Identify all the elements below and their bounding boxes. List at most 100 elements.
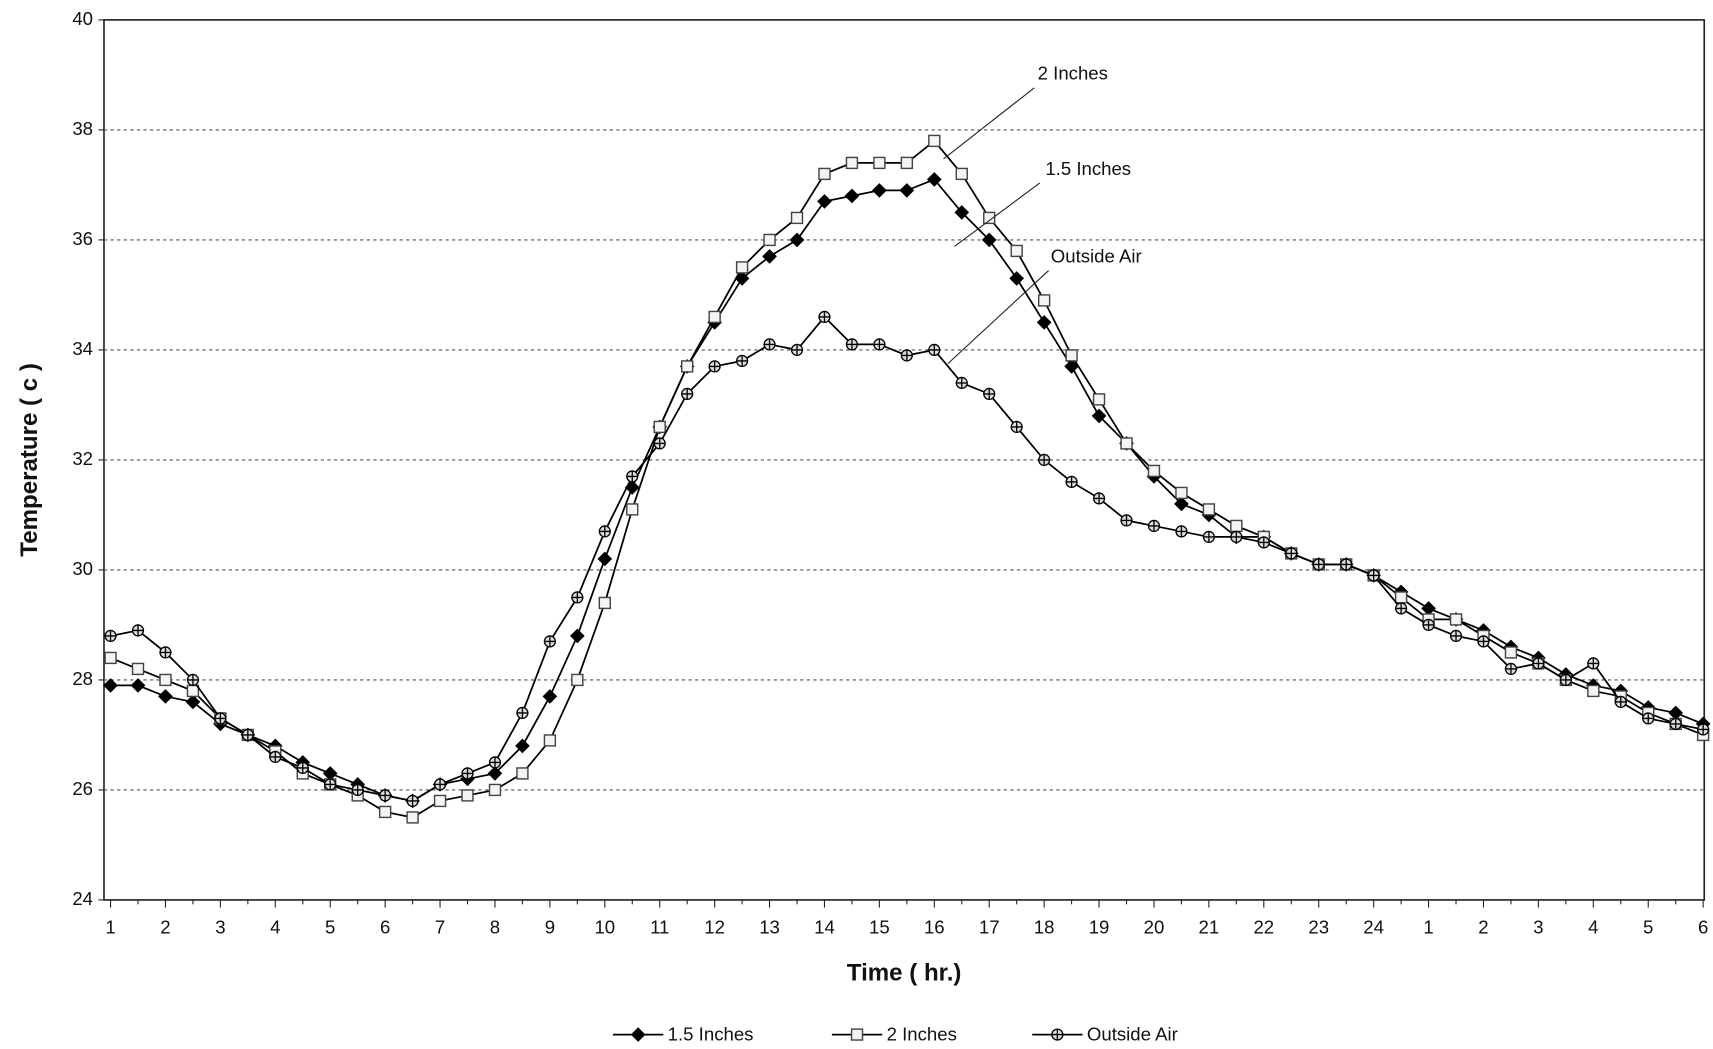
legend-marker xyxy=(632,1028,645,1041)
annotation: 2 Inches xyxy=(1038,63,1108,84)
data-point xyxy=(1396,603,1407,614)
data-point xyxy=(517,707,528,718)
series-line xyxy=(111,141,1704,818)
x-tick-label: 2 xyxy=(160,916,170,937)
data-point xyxy=(1039,454,1050,465)
data-point xyxy=(544,735,555,746)
data-point xyxy=(1258,537,1269,548)
data-point xyxy=(1149,520,1160,531)
data-point xyxy=(929,344,940,355)
legend-item: 1.5 Inches xyxy=(613,1024,754,1045)
data-point xyxy=(1505,647,1516,658)
data-point xyxy=(873,184,886,197)
data-point xyxy=(956,168,967,179)
legend-text: 2 Inches xyxy=(887,1024,957,1045)
data-point xyxy=(543,690,556,703)
x-tick-label: 14 xyxy=(814,916,835,937)
data-point xyxy=(407,812,418,823)
data-point xyxy=(462,768,473,779)
x-tick-label: 7 xyxy=(435,916,445,937)
data-point xyxy=(105,652,116,663)
data-point xyxy=(682,361,693,372)
data-point xyxy=(599,597,610,608)
data-point xyxy=(1039,295,1050,306)
data-point xyxy=(792,344,803,355)
data-point xyxy=(1010,272,1023,285)
data-point xyxy=(790,233,803,246)
data-point xyxy=(462,790,473,801)
data-point xyxy=(929,135,940,146)
data-point xyxy=(435,779,446,790)
x-tick-label: 22 xyxy=(1253,916,1274,937)
data-point xyxy=(1203,504,1214,515)
data-point xyxy=(571,629,584,642)
data-point xyxy=(325,779,336,790)
x-tick-label: 1 xyxy=(105,916,115,937)
data-point xyxy=(1478,636,1489,647)
data-point xyxy=(654,421,665,432)
x-tick-label: 19 xyxy=(1089,916,1110,937)
y-axis-title: Temperature ( c ) xyxy=(16,363,43,557)
data-point xyxy=(1121,515,1132,526)
data-point xyxy=(1643,713,1654,724)
x-tick-label: 17 xyxy=(979,916,1000,937)
data-point xyxy=(435,795,446,806)
chart: Time ( hr.) Temperature ( c ) 2426283032… xyxy=(0,0,1713,1049)
x-tick-label: 12 xyxy=(704,916,725,937)
data-point xyxy=(874,157,885,168)
series-line xyxy=(111,317,1704,801)
data-point xyxy=(846,339,857,350)
x-axis-title: Time ( hr.) xyxy=(847,960,962,987)
x-tick-label: 21 xyxy=(1199,916,1220,937)
data-point xyxy=(1231,520,1242,531)
x-tick-label: 23 xyxy=(1308,916,1329,937)
data-point xyxy=(1011,421,1022,432)
x-tick-label: 5 xyxy=(325,916,335,937)
data-point xyxy=(956,377,967,388)
data-point xyxy=(1698,724,1709,735)
data-point xyxy=(792,212,803,223)
data-point xyxy=(1588,658,1599,669)
legend-text: Outside Air xyxy=(1087,1024,1178,1045)
data-point xyxy=(133,663,144,674)
data-point xyxy=(105,630,116,641)
data-point xyxy=(187,685,198,696)
data-point xyxy=(1669,706,1682,719)
y-tick-label: 26 xyxy=(72,778,93,799)
data-point xyxy=(187,674,198,685)
data-point xyxy=(1286,548,1297,559)
data-point xyxy=(846,157,857,168)
y-tick-label: 34 xyxy=(72,338,93,359)
data-point xyxy=(1011,245,1022,256)
data-point xyxy=(1670,718,1681,729)
y-tick-label: 24 xyxy=(72,888,93,909)
data-point xyxy=(627,471,638,482)
x-tick-label: 6 xyxy=(380,916,390,937)
data-point xyxy=(489,784,500,795)
data-point xyxy=(160,674,171,685)
data-point xyxy=(1176,487,1187,498)
data-point xyxy=(133,625,144,636)
x-tick-label: 6 xyxy=(1698,916,1708,937)
data-point xyxy=(270,751,281,762)
data-point xyxy=(1451,614,1462,625)
data-point xyxy=(737,262,748,273)
data-point xyxy=(1615,696,1626,707)
data-point xyxy=(1505,663,1516,674)
data-point xyxy=(984,388,995,399)
data-point xyxy=(489,757,500,768)
data-point xyxy=(1038,316,1051,329)
data-point xyxy=(297,762,308,773)
annotation: 1.5 Inches xyxy=(1045,158,1131,179)
data-point xyxy=(1560,674,1571,685)
x-tick-label: 9 xyxy=(545,916,555,937)
data-point xyxy=(901,350,912,361)
x-tick-label: 4 xyxy=(270,916,280,937)
data-point xyxy=(1149,465,1160,476)
data-point xyxy=(737,355,748,366)
data-point xyxy=(1094,394,1105,405)
data-point xyxy=(1231,531,1242,542)
data-point xyxy=(1396,592,1407,603)
data-point xyxy=(352,784,363,795)
y-tick-label: 38 xyxy=(72,118,93,139)
